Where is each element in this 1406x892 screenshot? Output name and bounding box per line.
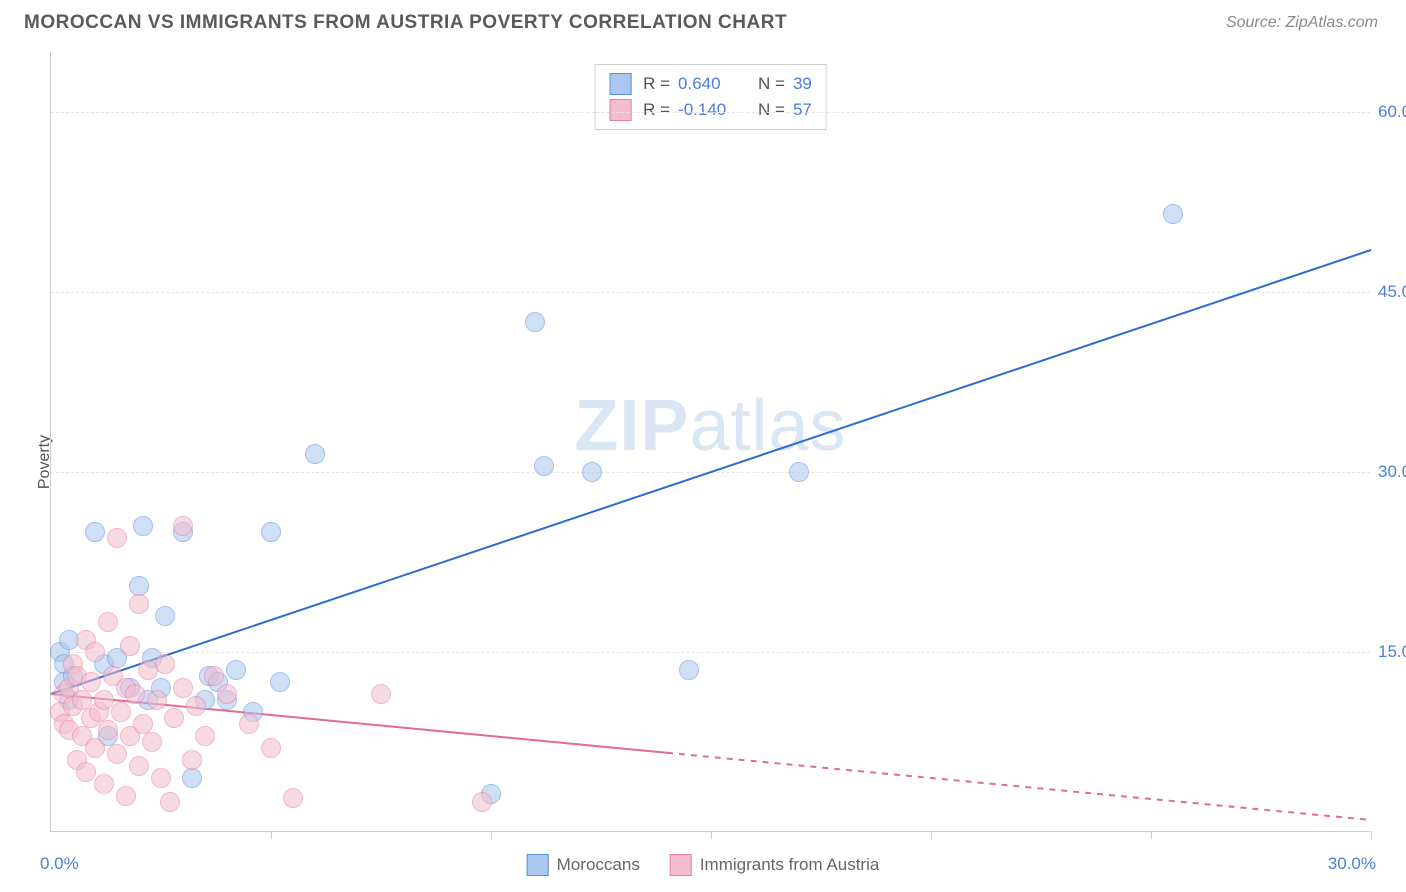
data-point-austria — [283, 788, 303, 808]
y-tick-label: 15.0% — [1378, 642, 1406, 662]
y-tick-label: 30.0% — [1378, 462, 1406, 482]
data-point-austria — [125, 684, 145, 704]
data-point-austria — [111, 702, 131, 722]
x-tick — [491, 831, 492, 839]
chart-wrapper: Poverty 0.0% 30.0% ZIPatlas R = 0.640 N … — [0, 42, 1406, 882]
data-point-austria — [85, 642, 105, 662]
data-point-austria — [182, 750, 202, 770]
data-point-moroccans — [679, 660, 699, 680]
trendline-moroccans — [51, 250, 1371, 694]
data-point-moroccans — [261, 522, 281, 542]
x-tick — [931, 831, 932, 839]
data-point-austria — [155, 654, 175, 674]
data-point-moroccans — [129, 576, 149, 596]
data-point-austria — [98, 612, 118, 632]
legend-label-austria: Immigrants from Austria — [700, 855, 880, 875]
data-point-austria — [72, 690, 92, 710]
legend-label-moroccans: Moroccans — [557, 855, 640, 875]
data-point-moroccans — [534, 456, 554, 476]
plot-area: ZIPatlas R = 0.640 N = 39 R = -0.140 N =… — [50, 52, 1370, 832]
data-point-moroccans — [525, 312, 545, 332]
data-point-moroccans — [133, 516, 153, 536]
legend-item-austria: Immigrants from Austria — [670, 854, 880, 876]
data-point-austria — [129, 594, 149, 614]
data-point-moroccans — [789, 462, 809, 482]
y-tick-label: 60.0% — [1378, 102, 1406, 122]
data-point-austria — [239, 714, 259, 734]
data-point-austria — [204, 666, 224, 686]
data-point-austria — [81, 672, 101, 692]
x-origin-label: 0.0% — [40, 854, 79, 874]
chart-header: MOROCCAN VS IMMIGRANTS FROM AUSTRIA POVE… — [0, 0, 1406, 42]
swatch-moroccans-bottom — [527, 854, 549, 876]
data-point-austria — [85, 738, 105, 758]
data-point-austria — [371, 684, 391, 704]
data-point-austria — [217, 684, 237, 704]
data-point-austria — [195, 726, 215, 746]
data-point-moroccans — [85, 522, 105, 542]
data-point-austria — [107, 528, 127, 548]
x-tick — [1151, 831, 1152, 839]
data-point-austria — [472, 792, 492, 812]
x-end-label: 30.0% — [1328, 854, 1376, 874]
data-point-austria — [107, 744, 127, 764]
data-point-austria — [142, 732, 162, 752]
chart-title: MOROCCAN VS IMMIGRANTS FROM AUSTRIA POVE… — [24, 12, 787, 34]
data-point-austria — [164, 708, 184, 728]
data-point-austria — [173, 516, 193, 536]
data-point-austria — [133, 714, 153, 734]
trendline-dashed-austria — [667, 753, 1371, 820]
data-point-moroccans — [270, 672, 290, 692]
data-point-austria — [151, 768, 171, 788]
data-point-austria — [173, 678, 193, 698]
data-point-austria — [94, 690, 114, 710]
data-point-austria — [94, 774, 114, 794]
y-tick-label: 45.0% — [1378, 282, 1406, 302]
x-tick — [1371, 831, 1372, 839]
data-point-austria — [116, 786, 136, 806]
source-attribution: Source: ZipAtlas.com — [1226, 14, 1378, 32]
x-tick — [271, 831, 272, 839]
data-point-austria — [76, 762, 96, 782]
data-point-moroccans — [1163, 204, 1183, 224]
data-point-austria — [129, 756, 149, 776]
data-point-austria — [186, 696, 206, 716]
series-legend: Moroccans Immigrants from Austria — [527, 854, 880, 876]
data-point-austria — [98, 720, 118, 740]
data-point-moroccans — [305, 444, 325, 464]
data-point-moroccans — [226, 660, 246, 680]
data-point-austria — [147, 690, 167, 710]
data-point-austria — [160, 792, 180, 812]
data-point-moroccans — [155, 606, 175, 626]
swatch-austria-bottom — [670, 854, 692, 876]
x-tick — [711, 831, 712, 839]
data-point-moroccans — [582, 462, 602, 482]
data-point-austria — [120, 636, 140, 656]
legend-item-moroccans: Moroccans — [527, 854, 640, 876]
data-point-moroccans — [182, 768, 202, 788]
data-point-austria — [261, 738, 281, 758]
